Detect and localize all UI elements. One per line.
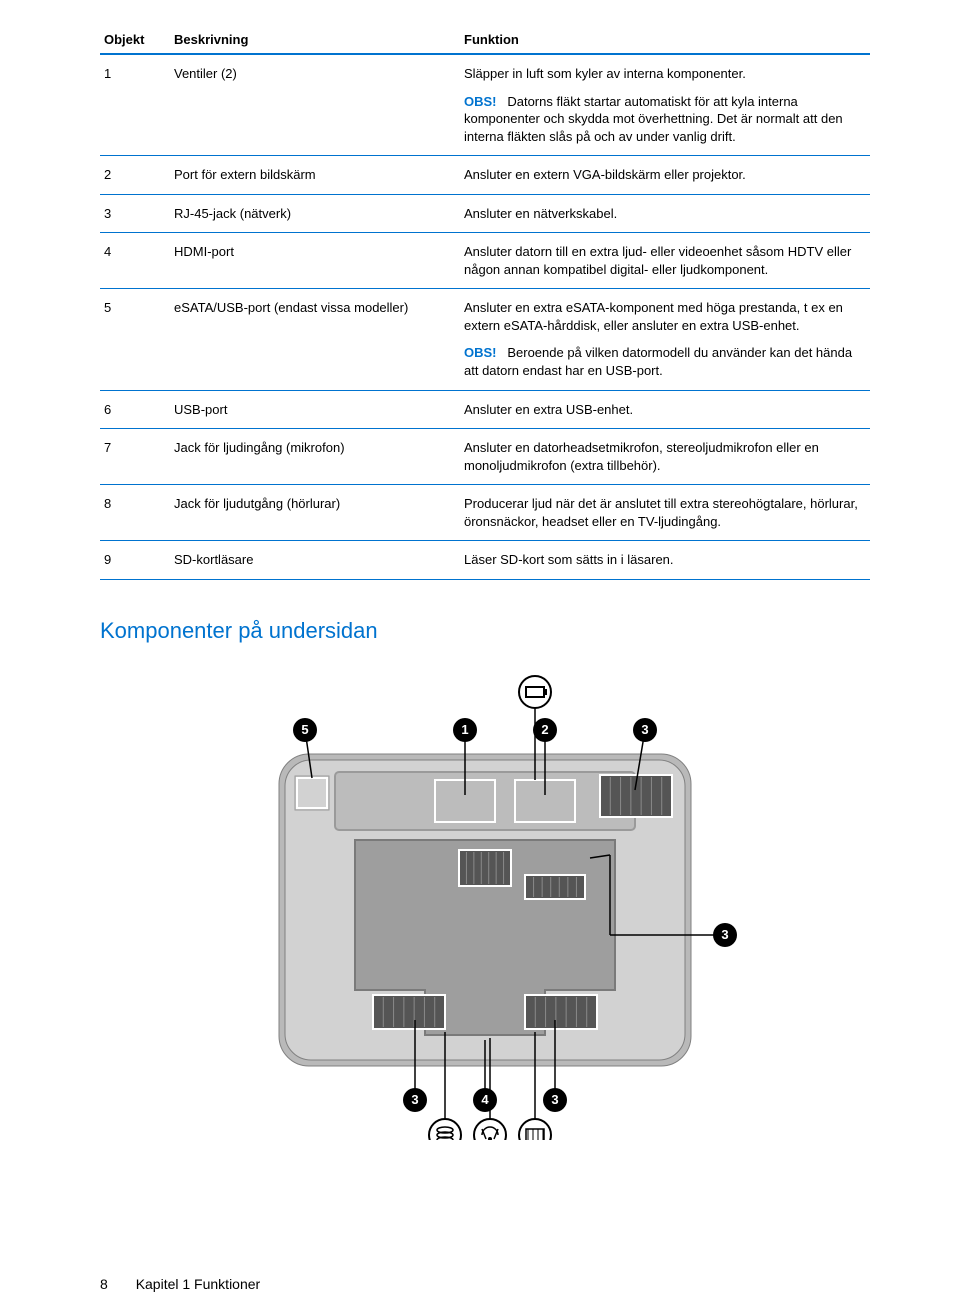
cell-beskrivning: Jack för ljudingång (mikrofon): [170, 429, 460, 485]
obs-label: OBS!: [464, 94, 497, 109]
function-text: Ansluter en extra USB-enhet.: [464, 401, 866, 419]
cell-funktion: Ansluter en extra USB-enhet.: [460, 390, 870, 429]
function-text: Släpper in luft som kyler av interna kom…: [464, 65, 866, 83]
table-row: 9SD-kortläsareLäser SD-kort som sätts in…: [100, 541, 870, 580]
cell-funktion: Släpper in luft som kyler av interna kom…: [460, 54, 870, 156]
cell-objekt: 8: [100, 485, 170, 541]
svg-text:3: 3: [721, 927, 728, 942]
cell-beskrivning: Ventiler (2): [170, 54, 460, 156]
svg-text:3: 3: [411, 1092, 418, 1107]
th-funktion: Funktion: [460, 26, 870, 54]
th-beskrivning: Beskrivning: [170, 26, 460, 54]
cell-beskrivning: HDMI-port: [170, 233, 460, 289]
function-text: OBS! Datorns fläkt startar automatiskt f…: [464, 93, 866, 146]
page-footer: 8 Kapitel 1 Funktioner: [100, 1276, 260, 1292]
cell-funktion: Ansluter en extra eSATA-komponent med hö…: [460, 289, 870, 390]
svg-text:1: 1: [461, 722, 468, 737]
table-row: 6USB-portAnsluter en extra USB-enhet.: [100, 390, 870, 429]
cell-funktion: Ansluter en datorheadsetmikrofon, stereo…: [460, 429, 870, 485]
cell-objekt: 3: [100, 194, 170, 233]
cell-beskrivning: Jack för ljudutgång (hörlurar): [170, 485, 460, 541]
function-text: Ansluter en extern VGA-bildskärm eller p…: [464, 166, 866, 184]
cell-objekt: 2: [100, 156, 170, 195]
cell-objekt: 1: [100, 54, 170, 156]
chapter-label: Kapitel 1 Funktioner: [136, 1276, 261, 1292]
table-row: 7Jack för ljudingång (mikrofon)Ansluter …: [100, 429, 870, 485]
function-text: Ansluter en nätverkskabel.: [464, 205, 866, 223]
svg-text:4: 4: [481, 1092, 489, 1107]
page-number: 8: [100, 1276, 108, 1292]
obs-label: OBS!: [464, 345, 497, 360]
svg-text:3: 3: [551, 1092, 558, 1107]
bottom-diagram: 5 1 2 3 3 3 4 3: [100, 660, 870, 1140]
cell-funktion: Ansluter en extern VGA-bildskärm eller p…: [460, 156, 870, 195]
cell-beskrivning: Port för extern bildskärm: [170, 156, 460, 195]
function-text: Läser SD-kort som sätts in i läsaren.: [464, 551, 866, 569]
cell-funktion: Ansluter datorn till en extra ljud- elle…: [460, 233, 870, 289]
th-objekt: Objekt: [100, 26, 170, 54]
cell-objekt: 4: [100, 233, 170, 289]
table-row: 5eSATA/USB-port (endast vissa modeller)A…: [100, 289, 870, 390]
cell-beskrivning: RJ-45-jack (nätverk): [170, 194, 460, 233]
cell-funktion: Läser SD-kort som sätts in i läsaren.: [460, 541, 870, 580]
svg-text:2: 2: [541, 722, 548, 737]
svg-text:3: 3: [641, 722, 648, 737]
cell-objekt: 9: [100, 541, 170, 580]
table-row: 8Jack för ljudutgång (hörlurar)Producera…: [100, 485, 870, 541]
table-row: 2Port för extern bildskärmAnsluter en ex…: [100, 156, 870, 195]
cell-beskrivning: eSATA/USB-port (endast vissa modeller): [170, 289, 460, 390]
function-text: Producerar ljud när det är anslutet till…: [464, 495, 866, 530]
table-row: 4HDMI-portAnsluter datorn till en extra …: [100, 233, 870, 289]
cell-funktion: Producerar ljud när det är anslutet till…: [460, 485, 870, 541]
section-title: Komponenter på undersidan: [100, 618, 870, 644]
cell-objekt: 7: [100, 429, 170, 485]
component-table: Objekt Beskrivning Funktion 1Ventiler (2…: [100, 26, 870, 580]
function-text: Ansluter en extra eSATA-komponent med hö…: [464, 299, 866, 334]
cell-beskrivning: USB-port: [170, 390, 460, 429]
function-text: Ansluter datorn till en extra ljud- elle…: [464, 243, 866, 278]
function-text: OBS! Beroende på vilken datormodell du a…: [464, 344, 866, 379]
cell-funktion: Ansluter en nätverkskabel.: [460, 194, 870, 233]
table-row: 1Ventiler (2)Släpper in luft som kyler a…: [100, 54, 870, 156]
svg-text:5: 5: [301, 722, 308, 737]
table-row: 3RJ-45-jack (nätverk)Ansluter en nätverk…: [100, 194, 870, 233]
cell-objekt: 5: [100, 289, 170, 390]
cell-beskrivning: SD-kortläsare: [170, 541, 460, 580]
function-text: Ansluter en datorheadsetmikrofon, stereo…: [464, 439, 866, 474]
cell-objekt: 6: [100, 390, 170, 429]
